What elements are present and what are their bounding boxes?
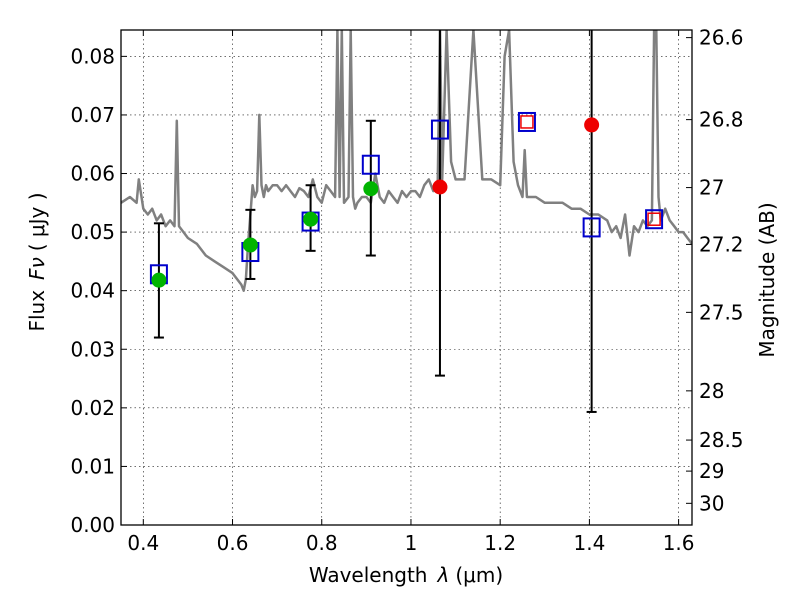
y2-tick-label: 27.2 — [699, 232, 744, 256]
x-tick-label: 1.2 — [484, 531, 516, 555]
x-tick-label: 0.4 — [127, 531, 159, 555]
model-square-marker — [517, 111, 536, 132]
observed-circle-marker — [151, 272, 167, 288]
x-tick-label: 1.6 — [663, 531, 695, 555]
errorbar-layer — [153, 30, 597, 413]
model-square-marker — [582, 217, 601, 238]
x-axis-label: Wavelength λ (μm) — [309, 563, 503, 587]
marker-layer — [149, 111, 664, 288]
y-tick-label: 0.04 — [70, 279, 115, 303]
small-square-marker — [520, 115, 534, 129]
small-square-marker — [647, 212, 661, 226]
model-square-marker — [361, 154, 380, 175]
model-square-marker — [430, 119, 449, 140]
y2-tick-label: 28.5 — [699, 428, 744, 452]
x-tick-label: 0.8 — [306, 531, 338, 555]
model-square-marker — [645, 209, 664, 230]
y2-tick-label: 30 — [699, 491, 724, 515]
observed-circle-marker — [242, 237, 258, 253]
observed-circle-marker — [303, 211, 319, 227]
x-tick-label: 1 — [405, 531, 418, 555]
y2-tick-label: 27 — [699, 176, 724, 200]
tick-label-layer: 0.4 0.6 0.8 1 1.2 1.4 1.6 0.00 0.01 0.02 0.03 0.04 0… — [70, 26, 743, 555]
grid-layer — [121, 30, 692, 526]
observed-circle-marker — [363, 181, 379, 197]
y-tick-label: 0.05 — [70, 220, 115, 244]
spectrum-line — [121, 30, 692, 292]
y2-tick-label: 27.5 — [699, 300, 744, 324]
y-tick-label: 0.01 — [70, 454, 115, 478]
y2-tick-label: 26.6 — [699, 26, 744, 50]
y-tick-label: 0.07 — [70, 103, 115, 127]
y-axis-label: FluxFν( μJy ) — [25, 192, 49, 331]
y2-tick-label: 28 — [699, 379, 724, 403]
observed-circle-marker — [432, 179, 448, 195]
y2-tick-label: 26.8 — [699, 108, 744, 132]
y-tick-label: 0.06 — [70, 162, 115, 186]
observed-circle-marker — [584, 117, 600, 133]
y-tick-label: 0.08 — [70, 44, 115, 68]
y-tick-label: 0.03 — [70, 337, 115, 361]
axes-layer — [120, 29, 693, 526]
plot-frame — [120, 29, 693, 526]
x-tick-label: 1.4 — [573, 531, 605, 555]
y2-axis-label: Magnitude (AB) — [755, 202, 779, 357]
y2-tick-label: 29 — [699, 459, 724, 483]
x-tick-label: 0.6 — [217, 531, 249, 555]
y-tick-label: 0.00 — [70, 513, 115, 537]
spectrum-layer — [121, 30, 692, 292]
y-tick-label: 0.02 — [70, 396, 115, 420]
